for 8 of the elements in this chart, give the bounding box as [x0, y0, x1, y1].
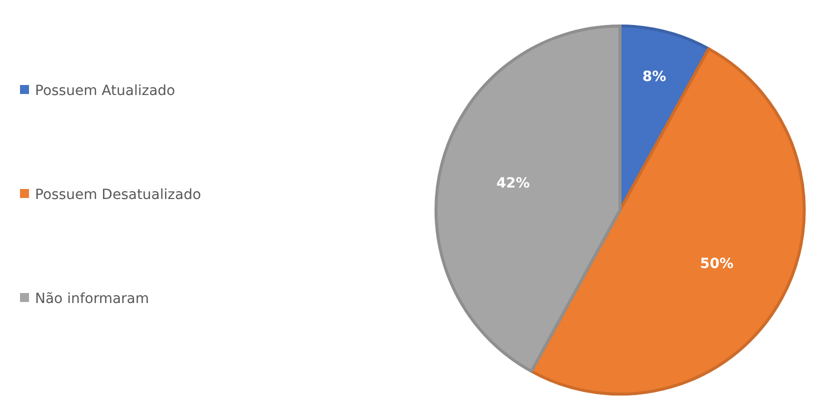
legend-label: Possuem Atualizado: [35, 82, 176, 99]
data-label: 8%: [642, 69, 666, 86]
data-label: 50%: [700, 256, 734, 272]
legend-label: Não informaram: [35, 290, 150, 307]
legend-label: Possuem Desatualizado: [35, 186, 202, 203]
pie-slice: [530, 47, 806, 396]
data-label: 42%: [496, 175, 530, 192]
pie-slice: [434, 24, 622, 373]
